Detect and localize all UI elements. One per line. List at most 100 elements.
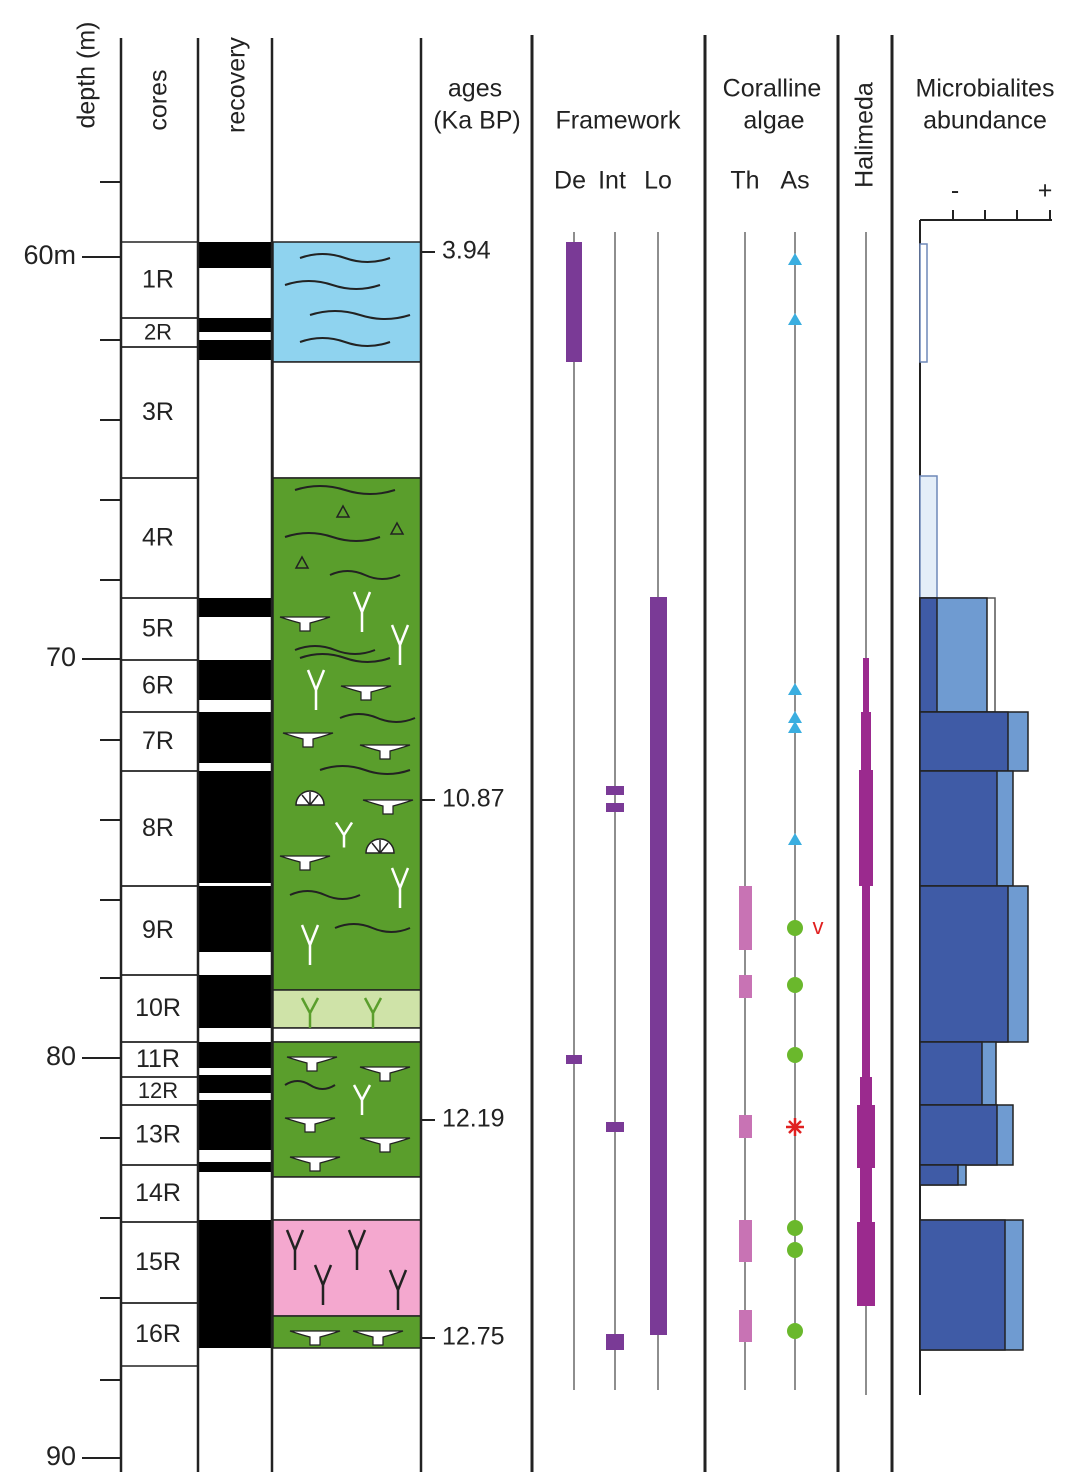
scale-minus: - — [951, 177, 959, 205]
coralline-range — [739, 975, 752, 998]
depth-label: 90 — [46, 1441, 76, 1471]
core-label: 3R — [142, 398, 174, 426]
coralline-dot — [787, 1242, 803, 1258]
core-label: 14R — [135, 1179, 181, 1207]
coralline-triangle — [788, 253, 802, 265]
core-label: 13R — [135, 1121, 181, 1149]
coralline-dot — [787, 920, 803, 936]
dome-symbol — [365, 838, 395, 854]
microbialite-bar — [919, 1041, 983, 1106]
halimeda-range — [863, 658, 869, 712]
framework-sub: Lo — [644, 167, 672, 195]
coralline-star — [786, 1118, 804, 1136]
branch-symbol — [363, 997, 383, 1028]
branch-symbol — [352, 591, 372, 632]
branch-symbol — [352, 1084, 372, 1115]
wave-symbol — [329, 570, 401, 580]
depth-label: 80 — [46, 1041, 76, 1071]
ages-header: ages — [448, 75, 502, 103]
microbialite-bar — [919, 243, 928, 363]
framework-header: Framework — [555, 107, 681, 135]
lithology-unit — [272, 989, 422, 1029]
coralline-sub: Th — [730, 167, 759, 195]
microbialite-bar — [919, 711, 1009, 772]
microbialite-bar — [919, 885, 1009, 1043]
recovery-block — [198, 1220, 272, 1348]
age-label: 10.87 — [442, 785, 505, 813]
framework-range — [650, 597, 667, 1335]
coralline-dot — [787, 1047, 803, 1063]
depth-label: 70 — [46, 642, 76, 672]
wave-symbol — [294, 645, 376, 655]
recovery-block — [198, 886, 272, 952]
triangle-symbol — [294, 555, 310, 569]
wave-symbol — [299, 653, 391, 663]
recovery-block — [198, 1162, 272, 1172]
framework-range — [566, 1055, 582, 1064]
core-label: 2R — [144, 319, 172, 344]
branch-symbol — [300, 997, 320, 1028]
halimeda-range — [861, 712, 871, 770]
branch-symbol — [334, 821, 354, 848]
coralline-range — [739, 886, 752, 950]
core-label: 10R — [135, 994, 181, 1022]
triangle-symbol — [335, 504, 351, 518]
core-label: 8R — [142, 814, 174, 842]
core-label: 16R — [135, 1320, 181, 1348]
wave-symbol — [339, 713, 416, 723]
branch-symbol — [313, 1264, 333, 1305]
branch-symbol — [390, 624, 410, 665]
wave-symbol — [294, 485, 396, 495]
core-label: 1R — [142, 266, 174, 294]
recovery-block — [198, 340, 272, 360]
microbialite-bar — [919, 1104, 998, 1166]
scale-plus: + — [1038, 177, 1053, 205]
recovery-block — [198, 318, 272, 332]
coralline-dot — [787, 1220, 803, 1236]
age-label: 12.75 — [442, 1323, 505, 1351]
coral-symbol — [282, 732, 334, 748]
coral-symbol — [352, 1330, 404, 1346]
core-label: 9R — [142, 916, 174, 944]
cores-header: cores — [145, 69, 173, 130]
microbialites-header: abundance — [923, 107, 1047, 135]
microbialite-bar — [919, 770, 998, 887]
branch-symbol — [300, 924, 320, 965]
coralline-dot — [787, 1323, 803, 1339]
recovery-block — [198, 712, 272, 763]
wave-symbol — [289, 890, 361, 900]
headers: depth (m) cores recovery ages (Ka BP) Fr… — [73, 22, 1055, 939]
wave-symbol — [299, 253, 391, 263]
coralline-range — [739, 1115, 752, 1138]
halimeda-range — [859, 770, 873, 886]
core-label: 12R — [138, 1078, 178, 1103]
core-label: 15R — [135, 1248, 181, 1276]
coralline-triangle — [788, 833, 802, 845]
microbialite-bar — [919, 1219, 1006, 1351]
microbialite-bar — [919, 597, 938, 713]
coralline-dot — [787, 977, 803, 993]
lithology-unit — [272, 1027, 422, 1043]
coralline-range — [739, 1220, 752, 1262]
wave-symbol — [284, 280, 381, 290]
coralline-header: algae — [743, 107, 804, 135]
coral-symbol — [340, 685, 392, 701]
core-label: 7R — [142, 727, 174, 755]
lithology-unit — [272, 1219, 422, 1317]
branch-symbol — [390, 867, 410, 908]
recovery-block — [198, 242, 272, 268]
coralline-header: Coralline — [723, 75, 822, 103]
wave-symbol — [309, 310, 411, 320]
microbialite-bar — [919, 475, 938, 599]
coralline-triangle — [788, 721, 802, 733]
framework-range — [566, 242, 582, 362]
recovery-block — [198, 660, 272, 700]
framework-range — [606, 786, 624, 795]
depth-label: 60m — [23, 240, 76, 270]
coral-symbol — [359, 1137, 411, 1153]
coral-symbol — [289, 1156, 341, 1172]
lithology-unit — [272, 1041, 422, 1178]
recovery-block — [198, 975, 272, 1028]
recovery-block — [198, 1042, 272, 1068]
